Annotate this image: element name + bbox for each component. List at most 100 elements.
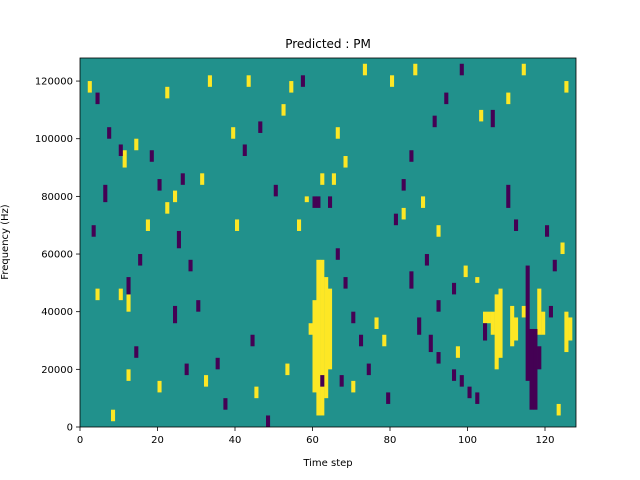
heatmap-cell-negative: [467, 386, 472, 399]
heatmap-cell-negative: [409, 150, 414, 162]
heatmap-cell-negative: [138, 254, 143, 266]
heatmap-cell-positive: [483, 311, 488, 324]
heatmap-cell-negative: [316, 196, 321, 208]
heatmap-cell-negative: [95, 92, 100, 105]
heatmap-cell-negative: [328, 196, 333, 208]
x-axis-label: Time step: [302, 458, 352, 469]
heatmap-cell-negative: [176, 230, 181, 249]
heatmap-cell-positive: [510, 305, 515, 347]
y-tick-label: 20000: [41, 365, 73, 376]
heatmap-cell-negative: [401, 179, 406, 191]
y-axis-ticks: 0 20000 40000 60000 80000 100000 120000: [35, 77, 80, 434]
heatmap-cell-negative: [432, 115, 437, 128]
heatmap-cell-positive: [328, 288, 333, 370]
heatmap-cell-negative: [417, 317, 422, 335]
y-tick-label: 0: [67, 423, 73, 434]
heatmap-cell-positive: [560, 242, 565, 255]
heatmap-cell-negative: [514, 219, 519, 231]
heatmap-cell-positive: [204, 375, 209, 387]
heatmap-cell-positive: [246, 75, 251, 87]
heatmap-cell-positive: [281, 104, 286, 116]
heatmap-cell-negative: [320, 375, 325, 387]
heatmap-cell-negative: [335, 248, 340, 260]
heatmap-cell-positive: [537, 288, 542, 335]
heatmap-cell-positive: [463, 265, 468, 278]
y-tick-label: 120000: [35, 77, 73, 88]
heatmap-cell-positive: [390, 75, 395, 87]
heatmap-cell-negative: [552, 259, 557, 272]
heatmap-cell-negative: [424, 254, 429, 266]
heatmap-cell-negative: [273, 184, 278, 197]
heatmap-cell-negative: [184, 363, 189, 376]
chart-title: Predicted : PM: [285, 37, 371, 51]
x-tick-label: 120: [535, 435, 554, 446]
y-tick-label: 60000: [41, 250, 73, 261]
heatmap-cell-positive: [320, 259, 325, 416]
heatmap-cell-negative: [242, 144, 247, 157]
heatmap-cell-negative: [91, 225, 96, 237]
heatmap-cell-positive: [490, 311, 495, 335]
heatmap-cell-positive: [324, 277, 329, 399]
plot-frame: [79, 57, 577, 428]
heatmap-cell-positive: [165, 86, 170, 99]
heatmap-cell-negative: [537, 346, 542, 370]
heatmap-cell-positive: [118, 288, 123, 301]
heatmap-cell-positive: [173, 190, 178, 203]
heatmap-cell-negative: [444, 92, 449, 105]
heatmap-cell-positive: [568, 317, 573, 341]
heatmap-cell-positive: [145, 219, 150, 231]
heatmap-cell-positive: [331, 173, 336, 185]
heatmap-cell-positive: [122, 150, 127, 168]
heatmap-cell-positive: [506, 92, 511, 105]
heatmap-cell-negative: [126, 277, 131, 295]
heatmap-cell-positive: [514, 317, 519, 341]
x-tick-label: 40: [229, 435, 242, 446]
heatmap-cell-positive: [297, 219, 302, 231]
heatmap-cell-negative: [107, 127, 112, 139]
heatmap-cell-negative: [103, 184, 108, 203]
heatmap-cell-positive: [308, 323, 313, 335]
heatmap-cell-negative: [483, 323, 488, 341]
heatmap-cell-negative: [452, 282, 457, 295]
heatmap-cell-negative: [436, 352, 441, 364]
heatmap-cell-positive: [111, 409, 116, 422]
heatmap-cell-positive: [254, 386, 259, 399]
heatmap-cell-negative: [428, 334, 433, 353]
y-axis-label: Frequency (Hz): [0, 204, 11, 280]
y-tick-label: 40000: [41, 307, 73, 318]
heatmap-cell-positive: [165, 202, 170, 214]
heatmap-cell-negative: [548, 305, 553, 318]
heatmap-cell-positive: [382, 334, 387, 347]
heatmap-cell-negative: [490, 109, 495, 128]
heatmap-cell-negative: [250, 334, 255, 347]
heatmap-cell-positive: [401, 207, 406, 220]
x-tick-label: 60: [306, 435, 319, 446]
heatmap-cell-negative: [118, 144, 123, 157]
heatmap-cell-positive: [343, 156, 348, 168]
heatmap-cell-positive: [494, 294, 499, 370]
heatmap-cell-positive: [126, 294, 131, 312]
heatmap-cell-negative: [134, 346, 139, 358]
heatmap-cell-positive: [134, 138, 139, 151]
heatmap-cell-positive: [304, 196, 309, 203]
heatmap-cell-positive: [157, 380, 162, 393]
heatmap-cell-negative: [409, 271, 414, 289]
x-tick-label: 0: [77, 435, 83, 446]
heatmap-cell-negative: [351, 311, 356, 324]
heatmap-cell-negative: [393, 213, 398, 226]
heatmap-cell-negative: [266, 415, 271, 427]
heatmap-cell-negative: [366, 363, 371, 376]
heatmap-cell-positive: [479, 109, 484, 122]
heatmap-cell-negative: [188, 259, 193, 272]
heatmap-cell-negative: [475, 392, 480, 404]
heatmap-cell-positive: [207, 75, 212, 87]
heatmap-cell-positive: [312, 300, 317, 393]
heatmap-cell-positive: [564, 81, 569, 93]
heatmap-cell-positive: [541, 311, 546, 335]
heatmap-cell-positive: [200, 173, 205, 185]
heatmap-cell-negative: [525, 265, 530, 381]
heatmap-cell-positive: [521, 63, 526, 76]
heatmap-cell-positive: [235, 219, 240, 231]
heatmap-cell-negative: [533, 328, 538, 410]
